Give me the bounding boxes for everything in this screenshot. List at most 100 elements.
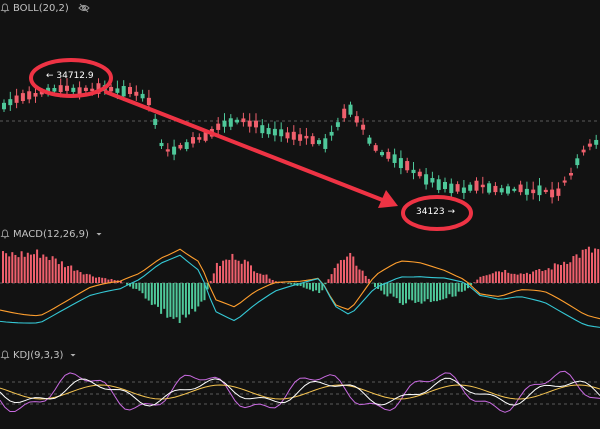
macd-histogram-bar	[64, 267, 66, 283]
macd-histogram-bar	[58, 264, 60, 283]
macd-histogram-bar	[526, 273, 528, 283]
macd-histogram-bar	[104, 278, 106, 283]
candle-body	[71, 88, 75, 92]
candle-body	[449, 184, 453, 193]
macd-histogram-bar	[272, 280, 274, 283]
candle-body	[355, 116, 359, 122]
caret-down-icon[interactable]	[94, 229, 104, 239]
macd-histogram-bar	[18, 257, 20, 283]
macd-histogram-bar	[594, 248, 596, 283]
macd-histogram-bar	[476, 280, 478, 283]
candle-body	[235, 120, 239, 123]
macd-histogram-bar	[473, 282, 475, 283]
candle-body	[260, 125, 264, 133]
macd-histogram-bar	[148, 283, 150, 301]
macd-histogram-bar	[386, 283, 388, 296]
macd-histogram-bar	[365, 276, 367, 283]
macd-histogram-bar	[200, 283, 202, 302]
macd-histogram-bar	[92, 276, 94, 283]
candle-body	[481, 185, 485, 187]
macd-histogram-bar	[520, 273, 522, 283]
candle-body	[304, 136, 308, 138]
macd-histogram-bar	[433, 283, 435, 301]
macd-histogram-bar	[421, 283, 423, 304]
macd-histogram-bar	[266, 275, 268, 283]
boll-indicator-text: BOLL(20,2)	[13, 3, 69, 14]
macd-histogram-bar	[49, 260, 51, 283]
macd-histogram-bar	[303, 283, 305, 288]
macd-histogram-bar	[222, 261, 224, 283]
kdj-indicator-label[interactable]: KDJ(9,3,3)	[0, 347, 78, 363]
macd-histogram-bar	[188, 283, 190, 314]
macd-histogram-bar	[538, 269, 540, 283]
candle-body	[273, 129, 277, 135]
macd-histogram-bar	[228, 260, 230, 283]
macd-histogram-bar	[176, 283, 178, 317]
candle-body	[550, 190, 554, 198]
macd-histogram-bar	[52, 256, 54, 283]
candle-body	[525, 189, 529, 195]
macd-histogram-bar	[241, 264, 243, 283]
macd-histogram-bar	[306, 283, 308, 289]
bell-icon	[0, 3, 10, 13]
macd-histogram-bar	[173, 283, 175, 319]
macd-histogram-bar	[160, 283, 162, 314]
candle-body	[166, 149, 170, 151]
candle-body	[594, 140, 598, 145]
trend-arrow-line	[106, 92, 385, 201]
macd-histogram-bar	[318, 283, 320, 293]
macd-dea-line	[0, 255, 600, 327]
macd-histogram-bar	[517, 275, 519, 283]
candle-body	[298, 134, 302, 141]
macd-histogram-bar	[95, 278, 97, 283]
macd-histogram-bar	[430, 283, 432, 302]
macd-histogram-bar	[597, 249, 599, 283]
candle-body	[575, 158, 579, 165]
candle-body	[468, 185, 472, 191]
candle-body	[506, 186, 510, 193]
candle-body	[84, 88, 88, 91]
candle-body	[65, 86, 69, 91]
macd-histogram-bar	[346, 257, 348, 283]
macd-histogram-bar	[563, 262, 565, 283]
candle-body	[330, 132, 334, 136]
candle-body	[267, 128, 271, 134]
macd-histogram-bar	[27, 253, 29, 283]
candle-body	[361, 125, 365, 130]
macd-histogram-bar	[417, 283, 419, 302]
candle-body	[160, 143, 164, 146]
macd-histogram-bar	[579, 258, 581, 283]
eye-off-icon[interactable]	[78, 3, 90, 13]
macd-histogram-bar	[225, 260, 227, 283]
boll-indicator-label[interactable]: BOLL(20,2)	[0, 0, 90, 16]
macd-histogram-bar	[169, 283, 171, 317]
candle-body	[443, 182, 447, 189]
macd-histogram-bar	[70, 266, 72, 283]
macd-histogram-bar	[492, 273, 494, 283]
candle-body	[493, 186, 497, 192]
macd-histogram-bar	[194, 283, 196, 312]
macd-indicator-label[interactable]: MACD(12,26,9)	[0, 226, 104, 242]
candle-body	[241, 118, 245, 122]
macd-histogram-bar	[340, 260, 342, 283]
macd-histogram-bar	[582, 250, 584, 283]
candle-body	[317, 140, 321, 144]
macd-histogram-bar	[231, 254, 233, 283]
macd-histogram-bar	[253, 271, 255, 283]
macd-histogram-bar	[591, 253, 593, 283]
macd-histogram-bar	[455, 283, 457, 296]
macd-histogram-bar	[551, 269, 553, 283]
macd-histogram-bar	[514, 274, 516, 283]
caret-down-icon[interactable]	[68, 350, 78, 360]
candle-body	[367, 138, 371, 144]
macd-histogram-bar	[33, 254, 35, 283]
macd-histogram-bar	[510, 274, 512, 283]
macd-histogram-bar	[247, 261, 249, 283]
high-price-callout: ← 34712.9	[46, 71, 94, 81]
macd-histogram-bar	[315, 283, 317, 290]
macd-histogram-bar	[179, 283, 181, 323]
macd-histogram-bar	[535, 270, 537, 283]
macd-histogram-bar	[76, 270, 78, 283]
